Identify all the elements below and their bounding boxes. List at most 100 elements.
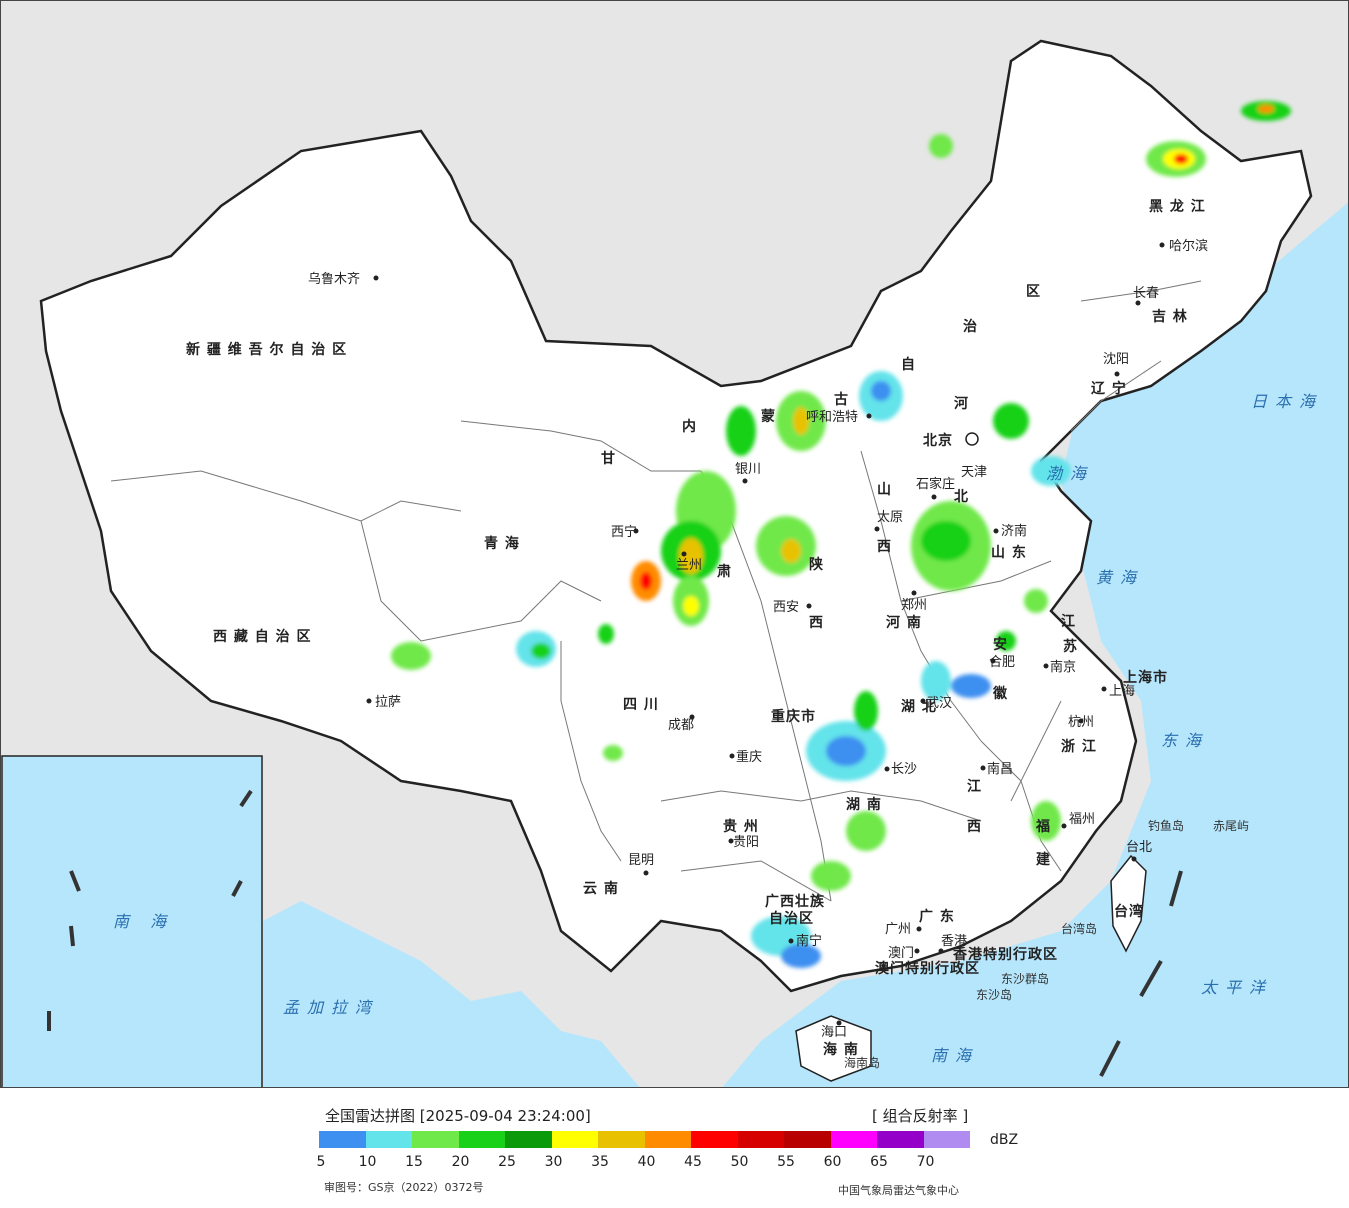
- city-wuhan: 武汉: [926, 696, 952, 711]
- region-henan: 河 南: [886, 614, 922, 631]
- color-swatch: [644, 1131, 691, 1148]
- region-jiangxi-2: 西: [967, 819, 982, 835]
- inset-sea-south: 南 海: [113, 912, 174, 931]
- region-fujian-2: 建: [1036, 851, 1051, 868]
- island-chiwei: 赤尾屿: [1213, 819, 1249, 833]
- color-swatch: [877, 1131, 924, 1148]
- region-jilin: 吉 林: [1152, 308, 1188, 325]
- color-swatch: [505, 1131, 552, 1148]
- city-guiyang: 贵阳: [733, 835, 759, 850]
- city-xining: 西宁: [611, 524, 637, 540]
- city-taiyuan: 太原: [877, 510, 903, 525]
- island-hainan: 海南岛: [844, 1055, 880, 1070]
- region-hebei-2: 北: [954, 489, 969, 505]
- beijing-marker: [965, 432, 979, 446]
- region-neimenggu-5: 治: [963, 318, 978, 335]
- region-heilongjiang: 黑 龙 江: [1149, 198, 1206, 215]
- legend-panel: 全国雷达拼图 [2025-09-04 23:24:00] [ 组合反射率 ] d…: [0, 1088, 1349, 1208]
- region-taiwan: 台湾: [1114, 903, 1144, 920]
- tick-label: 35: [591, 1154, 609, 1170]
- city-markers: [366, 242, 1165, 1026]
- region-shandong: 山 东: [991, 544, 1027, 561]
- color-scale: [319, 1131, 970, 1148]
- tick-label: 45: [684, 1154, 702, 1170]
- city-shanghai: 上海: [1109, 684, 1135, 699]
- region-anhui-1: 安: [993, 636, 1008, 653]
- sea-pacific: 太平洋: [1201, 978, 1273, 997]
- region-yunnan: 云 南: [583, 880, 619, 897]
- map-approval-number: 审图号：GS京（2022）0372号: [324, 1181, 484, 1194]
- city-harbin: 哈尔滨: [1169, 238, 1208, 254]
- region-fujian-1: 福: [1035, 818, 1051, 835]
- color-swatch: [830, 1131, 877, 1148]
- color-swatch: [923, 1131, 970, 1148]
- city-changsha: 长沙: [891, 762, 917, 777]
- region-hebei-1: 河: [954, 395, 969, 412]
- data-source: 中国气象局雷达气象中心: [838, 1184, 959, 1197]
- city-hangzhou: 杭州: [1068, 715, 1094, 730]
- city-kunming: 昆明: [628, 853, 654, 868]
- region-macau: 澳门特别行政区: [875, 960, 980, 977]
- hainan-outline: [795, 1015, 872, 1082]
- tick-label: 20: [451, 1154, 470, 1170]
- tick-label: 5: [316, 1154, 326, 1170]
- city-macau: 澳门: [888, 945, 914, 961]
- map-canvas: 新 疆 维 吾 尔 自 治 区 西 藏 自 治 区 青 海 甘 肃 内 蒙 古 …: [1, 39, 1348, 1087]
- tick-label: 15: [405, 1154, 423, 1170]
- city-chongqing: 重庆: [736, 749, 762, 765]
- city-nanning: 南宁: [796, 933, 822, 949]
- region-liaoning: 辽 宁: [1091, 380, 1127, 397]
- color-scale-ticks: 5 10 15 20 25 30 35 40 45 50 55 60 65 70: [0, 1154, 1349, 1172]
- color-swatch: [784, 1131, 831, 1148]
- city-taipei: 台北: [1126, 840, 1152, 855]
- region-guizhou: 贵 州: [723, 818, 759, 835]
- city-nanjing: 南京: [1050, 659, 1076, 675]
- city-changchun: 长春: [1133, 286, 1159, 301]
- region-hainan: 海 南: [823, 1041, 859, 1058]
- region-neimenggu-6: 区: [1026, 284, 1041, 300]
- sea-bohai: 渤海: [1046, 464, 1094, 483]
- sea-bengal: 孟加拉湾: [283, 998, 379, 1017]
- region-xizang: 西 藏 自 治 区: [213, 628, 312, 645]
- island-dongsha: 东沙群岛: [1001, 971, 1049, 986]
- region-shaanxi-2: 西: [809, 615, 824, 631]
- region-guangxi: 广西壮族: [765, 893, 825, 910]
- sea-south: 南海: [931, 1046, 979, 1065]
- taiwan-outline: [1110, 854, 1147, 953]
- color-swatch: [412, 1131, 459, 1148]
- region-neimenggu-1: 内: [682, 418, 697, 435]
- region-beijing: 北京: [923, 432, 953, 449]
- region-chongqing: 重庆市: [771, 708, 816, 725]
- nine-dash-line: [47, 789, 1183, 1077]
- region-neimenggu-3: 古: [834, 391, 849, 408]
- color-swatch: [551, 1131, 598, 1148]
- city-urumqi: 乌鲁木齐: [308, 271, 360, 287]
- city-zhengzhou: 郑州: [901, 598, 927, 613]
- city-yinchuan: 银川: [735, 462, 761, 477]
- tick-label: 10: [358, 1154, 377, 1170]
- city-jinan: 济南: [1001, 523, 1027, 539]
- color-swatch: [737, 1131, 784, 1148]
- tick-label: 70: [916, 1154, 935, 1170]
- region-shanxi-1: 山: [877, 482, 892, 498]
- tick-label: 25: [498, 1154, 516, 1170]
- sea-bengal: [263, 901, 640, 1087]
- tick-label: 60: [823, 1154, 842, 1170]
- south-sea-inset-frame: [1, 755, 263, 1087]
- region-jiangsu-2: 苏: [1063, 638, 1078, 655]
- city-fuzhou: 福州: [1069, 812, 1095, 827]
- city-shenyang: 沈阳: [1103, 352, 1129, 367]
- region-jiangsu-1: 江: [1061, 613, 1076, 630]
- city-hefei: 合肥: [989, 655, 1015, 670]
- province-borders: [110, 280, 1202, 902]
- region-zhejiang: 浙 江: [1061, 738, 1097, 755]
- region-jiangxi-1: 江: [967, 778, 982, 795]
- color-swatch: [691, 1131, 738, 1148]
- region-hubei: 湖 北: [901, 699, 937, 715]
- city-lhasa: 拉萨: [375, 695, 401, 710]
- region-sichuan: 四 川: [623, 697, 659, 713]
- region-shaanxi-1: 陕: [809, 556, 824, 573]
- radar-map[interactable]: 新 疆 维 吾 尔 自 治 区 西 藏 自 治 区 青 海 甘 肃 内 蒙 古 …: [0, 0, 1349, 1088]
- inset-sea: [3, 756, 261, 1087]
- region-shanxi-2: 西: [877, 539, 892, 555]
